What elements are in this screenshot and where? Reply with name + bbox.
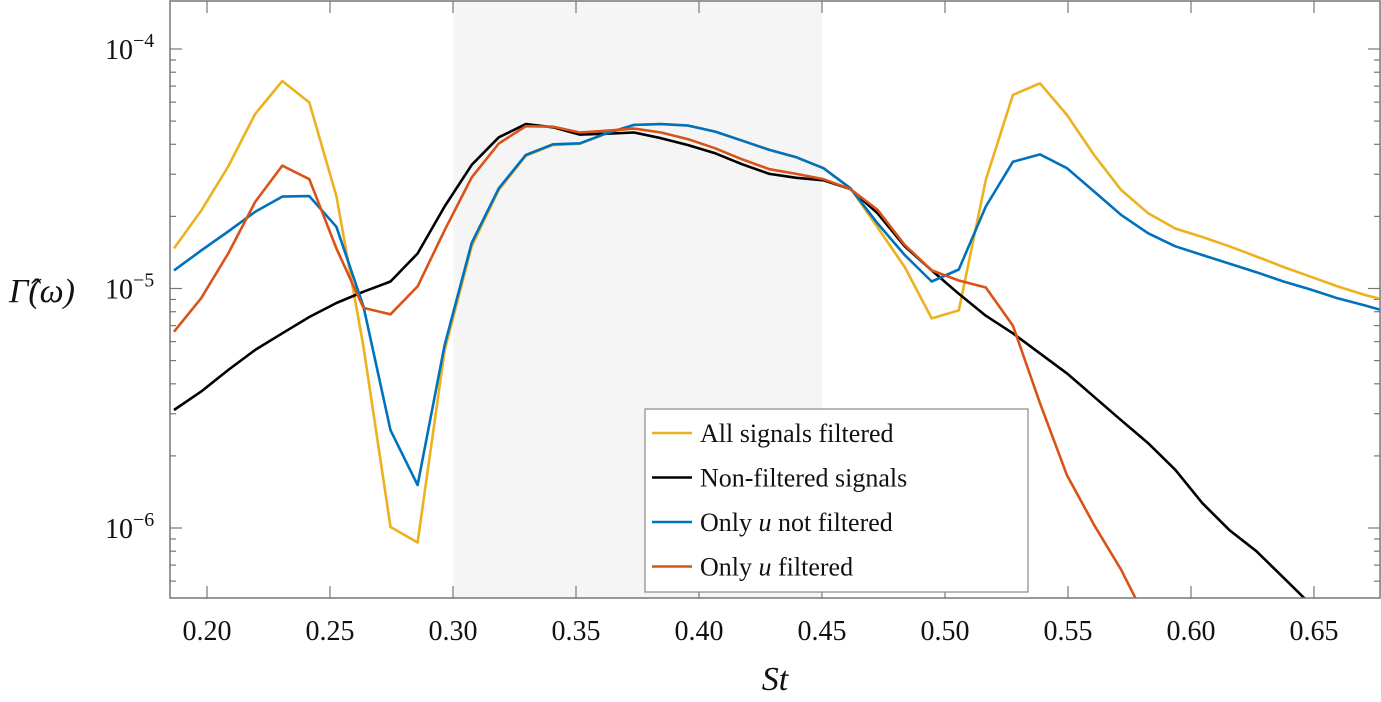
x-axis-label: St [762,661,790,698]
x-tick-label: 0.25 [306,616,355,647]
y-tick-label: 10−5 [105,270,154,306]
legend-text-part: not filtered [772,508,893,537]
legend-text-part: Non-filtered signals [700,464,907,493]
x-tick-label: 0.40 [675,616,724,647]
legend-text-part: All signals filtered [700,419,894,448]
y-tick-exponent: −4 [133,30,154,52]
legend-entry-label: All signals filtered [700,419,894,448]
x-tick-label: 0.65 [1290,616,1339,647]
series-line-only-u-filtered [172,124,1137,598]
x-tick-label: 0.30 [429,616,478,647]
y-tick-label: 10−6 [105,509,154,545]
legend-text-part: Only [700,553,759,582]
series-lines [172,79,1380,598]
legend-text-part: u [759,508,772,537]
legend-entry-label: Non-filtered signals [700,464,907,493]
legend-entry-label: Only u not filtered [700,508,893,537]
legend-entry-label: Only u filtered [700,553,853,582]
y-tick-exponent: −6 [133,509,154,531]
legend-text-part: u [759,553,772,582]
axis-ticks [170,1,1380,598]
series-line-only-u-not-filtered [173,122,1380,487]
y-tick-labels: 10−610−510−4 [105,30,154,545]
x-tick-label: 0.20 [183,616,232,647]
legend-box [644,408,1029,593]
plot-frame [169,0,1381,599]
y-axis-label: Γ̂(ω) [8,273,75,310]
x-tick-label: 0.60 [1167,616,1216,647]
y-tick-base: 10 [105,514,133,545]
legend-text-part: filtered [772,553,854,582]
series-line-non-filtered-signals [173,122,1307,598]
x-tick-labels: 0.20 0.25 0.30 0.35 0.40 0.45 0.50 0.55 0.60 0.65 [183,616,1339,647]
legend: All signals filtered Non-filtered signals… [644,408,1029,593]
y-tick-label: 10−4 [105,30,154,66]
x-tick-label: 0.35 [552,616,601,647]
y-tick-exponent: −5 [133,270,154,292]
x-tick-label: 0.45 [798,616,847,647]
y-tick-base: 10 [105,35,133,66]
y-tick-base: 10 [105,275,133,306]
legend-text-part: Only [700,508,759,537]
x-tick-label: 0.50 [921,616,970,647]
x-tick-label: 0.55 [1044,616,1093,647]
